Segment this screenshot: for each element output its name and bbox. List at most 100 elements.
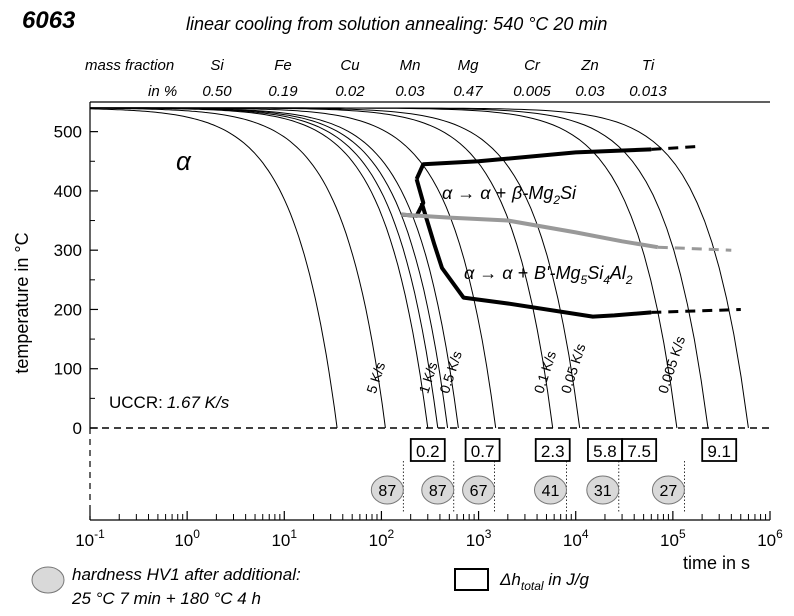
element-si-value: 0.50 (202, 83, 232, 100)
cooling-rate-label: 0.5 K/s (436, 349, 465, 395)
y-axis-label: temperature in °C (12, 232, 32, 373)
x-tick-label: 101 (271, 527, 297, 550)
reaction-b-sub1: 5 (581, 273, 588, 287)
cooling-rate-label: 0.1 K/s (530, 349, 559, 395)
uccr-label: UCCR: 1.67 K/s (109, 393, 230, 412)
x-tick-label: 10-1 (75, 527, 105, 550)
x-tick-exponent: 3 (485, 527, 492, 541)
legend-enthalpy-marker (454, 568, 489, 591)
cooling-rate-label: 5 K/s (363, 360, 388, 395)
cooling-curve (90, 107, 386, 429)
legend-enthalpy-sub: total (521, 579, 544, 593)
enthalpy-box (464, 438, 501, 462)
enthalpy-value: 0.7 (471, 442, 495, 461)
reaction-beta-tail: Si (560, 183, 577, 203)
hardness-value: 41 (542, 483, 560, 500)
x-tick-base: 10 (271, 531, 290, 550)
x-tick-label: 105 (660, 527, 686, 550)
legend-hardness-marker (31, 566, 65, 594)
legend-hardness-label: hardness HV1 after additional: (72, 565, 301, 584)
b-prime-start-line-extrapolated (657, 245, 732, 252)
x-tick-label: 103 (466, 527, 492, 550)
chart-title: linear cooling from solution annealing: … (186, 14, 607, 34)
hardness-marker (651, 475, 685, 505)
element-mg-value: 0.47 (453, 83, 483, 100)
legend-enthalpy-label: Δhtotal in J/g (499, 570, 589, 593)
x-tick-label: 100 (174, 527, 200, 550)
element-ti-value: 0.013 (629, 83, 667, 100)
uccr-value: 1.67 K/s (167, 393, 230, 412)
hardness-marker (462, 475, 496, 505)
alpha-phase-label: α (176, 146, 192, 176)
beta-start-line (414, 147, 652, 180)
enthalpy-box (534, 438, 571, 462)
element-cr-value: 0.005 (513, 83, 551, 100)
hardness-value: 87 (378, 483, 396, 500)
cooling-rate-label: 0.05 K/s (557, 342, 588, 396)
x-tick-base: 10 (369, 531, 388, 550)
element-ti-name: Ti (642, 57, 655, 74)
x-tick-exponent: 1 (290, 527, 297, 541)
plot-frame (89, 101, 770, 521)
cooling-curve (90, 107, 439, 429)
reaction-b-phase: B'-Mg (534, 263, 580, 283)
legend-hardness-sub: 25 °C 7 min + 180 °C 4 h (71, 589, 261, 608)
x-tick-exponent: -1 (94, 527, 105, 541)
x-tick-exponent: 6 (776, 527, 783, 541)
reaction-beta-lhs: α → α + (442, 183, 506, 203)
b-prime-finish-line (419, 202, 652, 319)
x-tick-base: 10 (757, 531, 776, 550)
element-zn-name: Zn (580, 57, 599, 74)
hardness-marker (586, 475, 620, 505)
reaction-beta-label: α → α + β-Mg2Si (442, 183, 577, 207)
y-tick-label: 0 (73, 419, 82, 438)
cooling-curve (90, 107, 749, 429)
reaction-b-mid: Si (587, 263, 604, 283)
x-tick-label: 102 (369, 527, 395, 550)
element-mg-name: Mg (458, 57, 479, 74)
legend-enthalpy-suffix: in J/g (544, 570, 590, 589)
hardness-value: 87 (429, 483, 447, 500)
composition-label: mass fraction (85, 57, 174, 74)
y-tick-label: 400 (54, 182, 82, 201)
enthalpy-value: 9.1 (707, 442, 731, 461)
cooling-rate-label: 0.005 K/s (655, 334, 688, 395)
precipitation-series (401, 145, 741, 319)
hardness-marker (370, 475, 404, 505)
uccr-label-text: UCCR: (109, 393, 163, 412)
cooling-curve (89, 108, 338, 429)
enthalpy-value: 2.3 (541, 442, 565, 461)
enthalpy-box (701, 438, 738, 462)
x-tick-base: 10 (466, 531, 485, 550)
reaction-beta-sub: 2 (552, 193, 560, 207)
y-tick-label: 500 (54, 123, 82, 142)
y-tick-label: 100 (54, 360, 82, 379)
x-tick-exponent: 4 (582, 527, 589, 541)
enthalpy-value: 5.8 (593, 442, 617, 461)
enthalpy-box (621, 438, 658, 462)
x-tick-base: 10 (660, 531, 679, 550)
element-cu-name: Cu (340, 57, 360, 74)
reaction-b-sub2: 4 (603, 273, 610, 287)
property-markers: 0.2 0.7 2.3 5.8 7.5 9.1 87 87 67 41 31 27 (370, 438, 738, 512)
element-fe-value: 0.19 (268, 83, 298, 100)
composition-table: Si 0.50 Fe 0.19 Cu 0.02 Mn 0.03 Mg 0.47 Cr 0.005 Zn 0… (202, 57, 667, 100)
cooling-curve (90, 107, 449, 429)
element-mn-value: 0.03 (395, 83, 425, 100)
x-tick-base: 10 (75, 531, 94, 550)
beta-start-line-extrapolated (651, 145, 698, 151)
x-tick-exponent: 5 (679, 527, 686, 541)
element-cu-value: 0.02 (335, 83, 365, 100)
reaction-beta-phase: β-Mg (511, 183, 553, 203)
x-tick-label: 106 (757, 527, 783, 550)
x-tick-exponent: 0 (193, 527, 200, 541)
y-tick-label: 200 (54, 300, 82, 319)
cooling-curve (90, 107, 459, 429)
b-prime-start-line (401, 212, 659, 250)
x-tick-label: 104 (563, 527, 589, 550)
alloy-designation: 6063 (22, 7, 76, 34)
hardness-value: 31 (594, 483, 612, 500)
element-si-name: Si (210, 57, 224, 74)
